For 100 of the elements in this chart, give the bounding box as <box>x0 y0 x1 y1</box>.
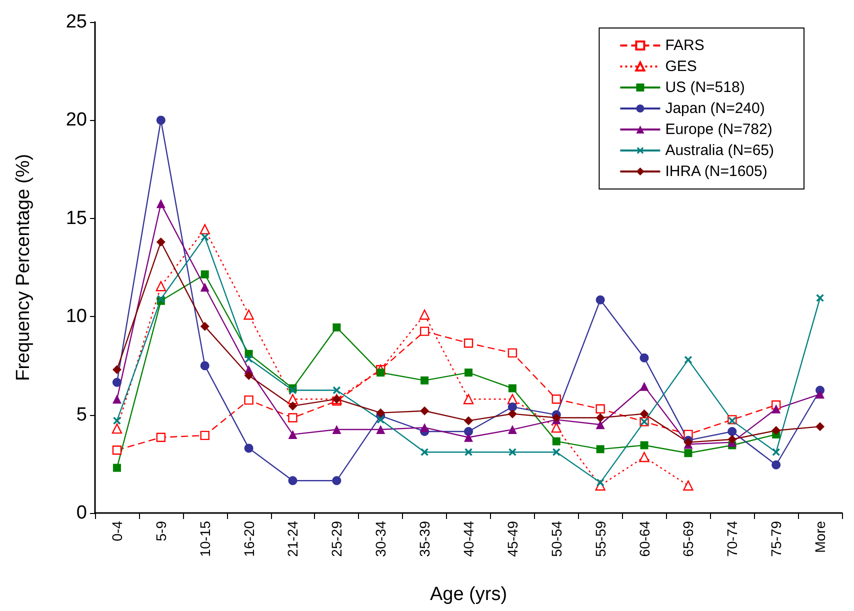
point <box>376 425 386 434</box>
point <box>156 116 166 125</box>
point <box>200 282 210 292</box>
x-tick-label: More <box>812 520 828 553</box>
point <box>332 323 341 332</box>
point <box>596 445 604 454</box>
point <box>640 353 649 362</box>
point <box>376 368 385 377</box>
y-axis-title: Frequency Percentage (%) <box>13 154 34 382</box>
point <box>508 425 517 434</box>
x-tick-label: 45-49 <box>504 520 520 557</box>
point <box>464 448 472 456</box>
point <box>772 426 781 436</box>
point <box>596 413 605 422</box>
point <box>244 444 254 453</box>
point <box>156 432 166 442</box>
point <box>728 426 737 436</box>
point <box>684 449 692 458</box>
point <box>156 281 166 292</box>
legend-label: Japan (N=240) <box>665 100 765 117</box>
point <box>112 446 122 455</box>
legend-label: IHRA (N=1605) <box>665 163 768 180</box>
point <box>816 422 825 432</box>
x-tick-label: 21-24 <box>284 520 301 557</box>
point <box>244 310 254 320</box>
point <box>508 348 518 358</box>
x-tick-label: 65-69 <box>680 520 696 557</box>
x-tick-label: 55-59 <box>592 520 608 557</box>
point <box>376 408 386 418</box>
point <box>156 199 166 208</box>
x-tick-label: 16-20 <box>240 520 257 557</box>
point <box>464 426 473 436</box>
point <box>201 233 209 241</box>
point <box>112 394 122 404</box>
point <box>288 476 298 486</box>
point <box>420 406 430 416</box>
point <box>816 390 825 399</box>
point <box>113 416 121 425</box>
point <box>596 404 605 414</box>
x-tick-label: 30-34 <box>372 520 389 557</box>
point <box>112 464 121 472</box>
point <box>332 476 342 486</box>
point <box>288 401 298 410</box>
point <box>640 409 649 418</box>
y-tick-label: 25 <box>66 12 87 32</box>
point <box>419 310 430 320</box>
x-axis-title: Age (yrs) <box>430 584 508 605</box>
x-tick-label: 10-15 <box>196 520 213 557</box>
point <box>200 270 209 278</box>
legend-label: Europe (N=782) <box>665 121 772 138</box>
point <box>464 338 474 348</box>
point <box>464 416 473 426</box>
point <box>332 425 342 434</box>
point <box>728 434 737 444</box>
y-tick-label: 0 <box>76 502 87 524</box>
x-tick-label: 25-29 <box>328 520 345 557</box>
point <box>244 371 254 380</box>
point <box>772 460 781 470</box>
point <box>332 386 340 394</box>
point <box>508 448 516 456</box>
point <box>288 430 298 439</box>
point <box>508 402 517 412</box>
point <box>420 423 430 432</box>
point <box>596 295 605 304</box>
point <box>200 430 210 440</box>
point <box>112 378 122 387</box>
point <box>640 441 648 450</box>
point <box>376 416 384 424</box>
legend-label: GES <box>665 58 697 75</box>
point <box>684 356 692 364</box>
point <box>552 437 560 446</box>
x-tick-label: 5-9 <box>152 520 169 542</box>
point <box>552 394 561 404</box>
point <box>463 394 474 404</box>
point <box>420 448 428 456</box>
point <box>464 368 472 377</box>
point <box>420 376 429 384</box>
point <box>244 395 254 405</box>
legend-label: FARS <box>665 37 704 54</box>
x-tick-label: 40-44 <box>460 520 476 557</box>
x-tick-label: 60-64 <box>636 520 652 557</box>
point <box>552 448 560 456</box>
x-tick-label: 70-74 <box>724 520 740 557</box>
point <box>244 355 253 363</box>
y-tick-label: 5 <box>76 404 87 426</box>
legend-label: US (N=518) <box>665 79 745 96</box>
legend-label: Australia (N=65) <box>665 142 774 159</box>
point <box>816 294 824 302</box>
point <box>508 384 516 392</box>
y-tick-label: 10 <box>66 306 87 328</box>
point <box>772 404 781 414</box>
point <box>200 361 210 370</box>
point <box>200 224 210 234</box>
y-tick-label: 20 <box>66 110 87 131</box>
point <box>508 409 517 418</box>
point <box>288 413 298 422</box>
point <box>772 448 780 456</box>
point <box>156 237 166 246</box>
point <box>639 452 650 462</box>
x-tick-label: 75-79 <box>768 520 784 557</box>
